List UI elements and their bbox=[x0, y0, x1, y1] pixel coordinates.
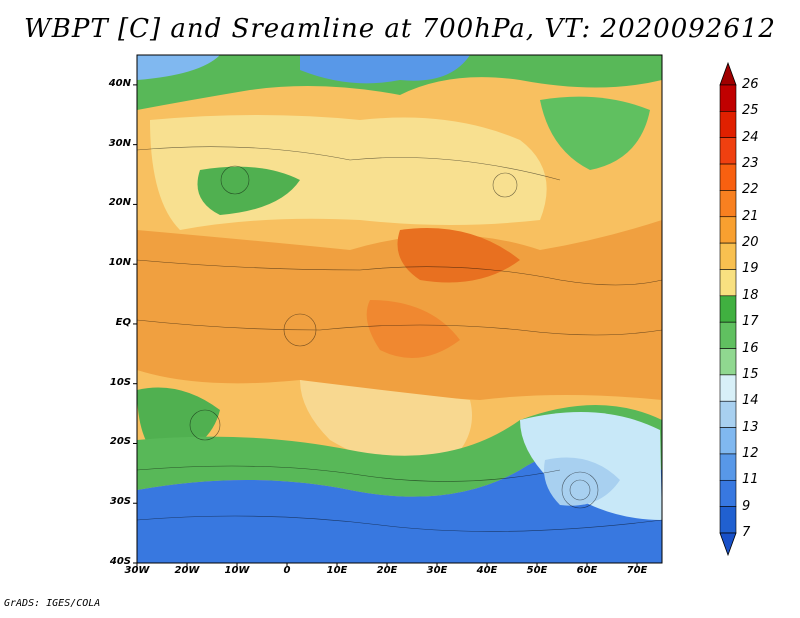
colorbar-swatch bbox=[719, 321, 737, 349]
colorbar-swatch bbox=[719, 269, 737, 297]
colorbar-label: 11 bbox=[742, 472, 759, 488]
lon-label: 10W bbox=[224, 565, 250, 576]
colorbar-swatch bbox=[719, 295, 737, 323]
lat-label: 30S bbox=[109, 496, 131, 508]
lon-label: 20E bbox=[376, 565, 398, 576]
colorbar bbox=[719, 61, 737, 557]
lon-label: 30W bbox=[124, 565, 150, 576]
lon-label: 30E bbox=[426, 565, 448, 576]
credit-text: GrADS: IGES/COLA bbox=[4, 598, 101, 609]
colorbar-swatch bbox=[719, 111, 737, 139]
colorbar-swatch bbox=[719, 348, 737, 376]
colorbar-label: 16 bbox=[742, 340, 759, 356]
lat-label: 10S bbox=[109, 376, 131, 388]
colorbar-label: 23 bbox=[742, 156, 759, 172]
colorbar-swatch bbox=[719, 163, 737, 191]
colorbar-swatch bbox=[719, 453, 737, 481]
lat-label: 20N bbox=[108, 197, 131, 209]
lat-label: 40S bbox=[109, 556, 131, 567]
colorbar-swatch bbox=[719, 190, 737, 218]
colorbar-label: 19 bbox=[742, 261, 759, 277]
colorbar-label: 24 bbox=[742, 129, 759, 145]
chart-title: WBPT [C] and Sreamline at 700hPa, VT: 20… bbox=[24, 14, 776, 44]
colorbar-swatch bbox=[719, 400, 737, 428]
lat-label: EQ bbox=[115, 316, 131, 328]
lat-label: 20S bbox=[109, 436, 131, 448]
lat-label: 40N bbox=[108, 77, 131, 89]
colorbar-label: 22 bbox=[742, 182, 759, 198]
colorbar-label: 20 bbox=[742, 235, 759, 251]
colorbar-swatch bbox=[719, 427, 737, 455]
lon-label: 70E bbox=[626, 565, 648, 576]
colorbar-label: 25 bbox=[742, 103, 759, 119]
colorbar-swatch bbox=[719, 137, 737, 165]
colorbar-label: 12 bbox=[742, 445, 759, 461]
lon-label: 40E bbox=[476, 565, 498, 576]
lon-label: 50E bbox=[526, 565, 548, 576]
wbpt-field bbox=[137, 55, 662, 563]
colorbar-label: 15 bbox=[742, 366, 759, 382]
colorbar-bottom-arrow bbox=[719, 532, 737, 557]
colorbar-label: 26 bbox=[742, 77, 759, 92]
colorbar-swatch bbox=[719, 479, 737, 507]
colorbar-label: 18 bbox=[742, 287, 759, 303]
colorbar-label: 7 bbox=[742, 525, 751, 540]
colorbar-swatch bbox=[719, 84, 737, 112]
lon-label: 20W bbox=[174, 565, 200, 576]
colorbar-label: 17 bbox=[742, 314, 759, 330]
colorbar-label: 9 bbox=[742, 498, 751, 514]
colorbar-label: 13 bbox=[742, 419, 759, 435]
colorbar-top-arrow bbox=[719, 61, 737, 86]
lon-label: 60E bbox=[576, 565, 598, 576]
lon-label: 0 bbox=[283, 565, 291, 576]
colorbar-swatch bbox=[719, 506, 737, 534]
colorbar-swatch bbox=[719, 242, 737, 270]
colorbar-swatch bbox=[719, 216, 737, 244]
colorbar-swatch bbox=[719, 374, 737, 402]
colorbar-label: 14 bbox=[742, 393, 759, 409]
lon-label: 10E bbox=[326, 565, 348, 576]
lat-label: 30N bbox=[108, 137, 131, 149]
map-frame bbox=[136, 54, 663, 564]
lat-label: 10N bbox=[108, 257, 131, 269]
colorbar-label: 21 bbox=[742, 208, 759, 224]
